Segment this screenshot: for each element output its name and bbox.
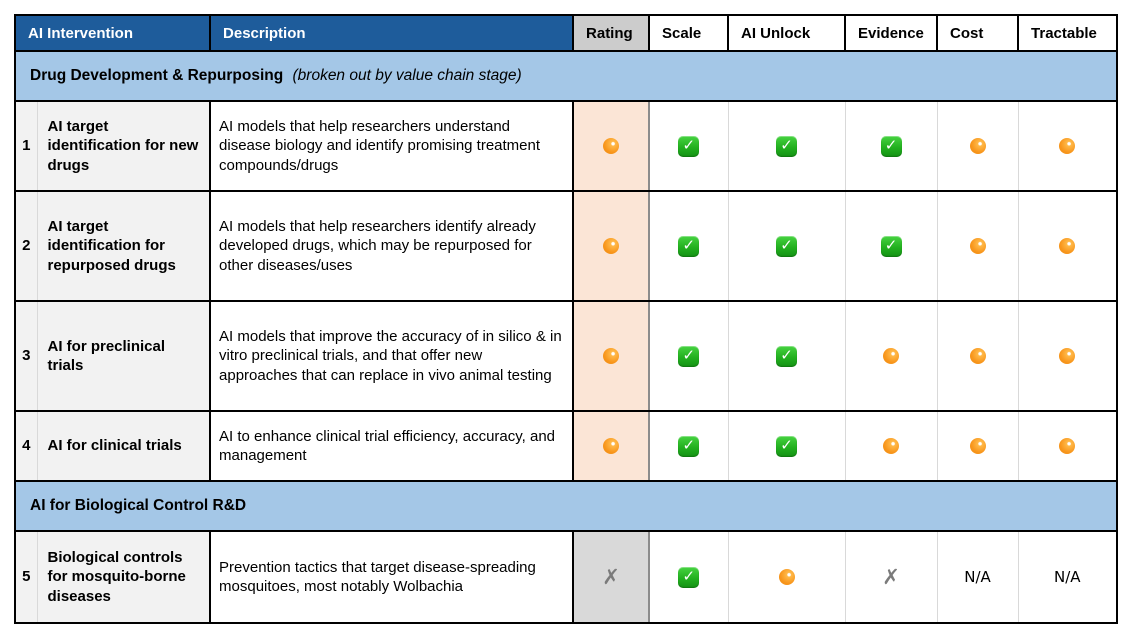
score-icon (880, 235, 902, 257)
score-icon (964, 568, 991, 587)
intervention-description: AI models that help researchers understa… (210, 100, 575, 192)
intervention-description: AI models that help researchers identify… (210, 190, 575, 302)
cost-cell (937, 300, 1019, 412)
ai-interventions-table: AI Intervention Description Rating Scale… (13, 14, 1119, 624)
score-icon (776, 345, 798, 367)
section-header-drug-development: Drug Development & Repurposing (broken o… (13, 50, 1119, 102)
rating-cell (573, 190, 651, 302)
col-header-scale: Scale (648, 14, 730, 52)
tractable-cell (1018, 300, 1119, 412)
rating-cell (573, 300, 651, 412)
score-icon (678, 235, 700, 257)
evidence-cell (845, 410, 938, 482)
rating-cell (573, 530, 651, 624)
table-row: 1 AI target identification for new drugs… (14, 100, 1119, 192)
evidence-cell (845, 300, 938, 412)
section-title: AI for Biological Control R&D (30, 497, 247, 514)
evidence-cell (845, 100, 938, 192)
score-icon (883, 348, 900, 365)
tractable-cell (1018, 100, 1119, 192)
score-icon (969, 348, 986, 365)
intervention-name: AI target identification for new drugs (37, 100, 212, 192)
score-icon (603, 348, 620, 365)
scale-cell (649, 410, 729, 482)
score-icon (678, 435, 700, 457)
score-icon (776, 235, 798, 257)
score-icon (776, 135, 798, 157)
evidence-cell (845, 530, 938, 624)
score-icon (603, 138, 620, 155)
intervention-name: Biological controls for mosquito-borne d… (37, 530, 212, 624)
row-number: 1 (14, 100, 38, 192)
score-icon (678, 345, 700, 367)
cost-cell (937, 530, 1019, 624)
ai-unlock-cell (728, 190, 846, 302)
score-icon (1059, 348, 1076, 365)
evidence-cell (845, 190, 938, 302)
section-subtitle: (broken out by value chain stage) (292, 67, 522, 84)
ai-unlock-cell (728, 300, 846, 412)
rating-cell (573, 410, 651, 482)
col-header-rating: Rating (572, 14, 651, 52)
scale-cell (649, 100, 729, 192)
table-row: 2 AI target identification for repurpose… (14, 190, 1119, 302)
ai-unlock-cell (728, 410, 846, 482)
scale-cell (649, 530, 729, 624)
scale-cell (649, 300, 729, 412)
score-icon (603, 238, 620, 255)
score-icon (1059, 238, 1076, 255)
section-header-cell: AI for Biological Control R&D (13, 480, 1119, 532)
score-icon (969, 438, 986, 455)
rating-cell (573, 100, 651, 192)
score-icon (882, 564, 900, 591)
score-icon (678, 135, 700, 157)
col-header-ai-unlock: AI Unlock (727, 14, 847, 52)
score-icon (678, 566, 700, 588)
cost-cell (937, 190, 1019, 302)
score-icon (969, 138, 986, 155)
intervention-name: AI for preclinical trials (37, 300, 212, 412)
intervention-description: Prevention tactics that target disease-s… (210, 530, 575, 624)
ai-unlock-cell (728, 100, 846, 192)
score-icon (880, 135, 902, 157)
score-icon (1054, 568, 1081, 587)
score-icon (883, 438, 900, 455)
score-icon (778, 569, 795, 586)
table-row: 3 AI for preclinical trials AI models th… (14, 300, 1119, 412)
score-icon (1059, 138, 1076, 155)
score-icon (602, 564, 620, 591)
col-header-intervention: AI Intervention (13, 14, 212, 52)
intervention-name: AI for clinical trials (37, 410, 212, 482)
tractable-cell (1018, 410, 1119, 482)
row-number: 3 (14, 300, 38, 412)
row-number: 4 (14, 410, 38, 482)
tractable-cell (1018, 530, 1119, 624)
row-number: 2 (14, 190, 38, 302)
col-header-tractable: Tractable (1017, 14, 1119, 52)
table-row: 5 Biological controls for mosquito-borne… (14, 530, 1119, 624)
section-header-biological-control: AI for Biological Control R&D (13, 480, 1119, 532)
score-icon (603, 438, 620, 455)
score-icon (776, 435, 798, 457)
section-header-cell: Drug Development & Repurposing (broken o… (13, 50, 1119, 102)
col-header-cost: Cost (936, 14, 1020, 52)
table-row: 4 AI for clinical trials AI to enhance c… (14, 410, 1119, 482)
score-icon (969, 238, 986, 255)
intervention-name: AI target identification for repurposed … (37, 190, 212, 302)
cost-cell (937, 100, 1019, 192)
intervention-description: AI to enhance clinical trial efficiency,… (210, 410, 575, 482)
table-header-row: AI Intervention Description Rating Scale… (13, 14, 1119, 52)
scale-cell (649, 190, 729, 302)
tractable-cell (1018, 190, 1119, 302)
cost-cell (937, 410, 1019, 482)
ai-unlock-cell (728, 530, 846, 624)
col-header-description: Description (209, 14, 575, 52)
section-title: Drug Development & Repurposing (30, 67, 284, 84)
row-number: 5 (14, 530, 38, 624)
intervention-description: AI models that improve the accuracy of i… (210, 300, 575, 412)
score-icon (1059, 438, 1076, 455)
col-header-evidence: Evidence (844, 14, 939, 52)
